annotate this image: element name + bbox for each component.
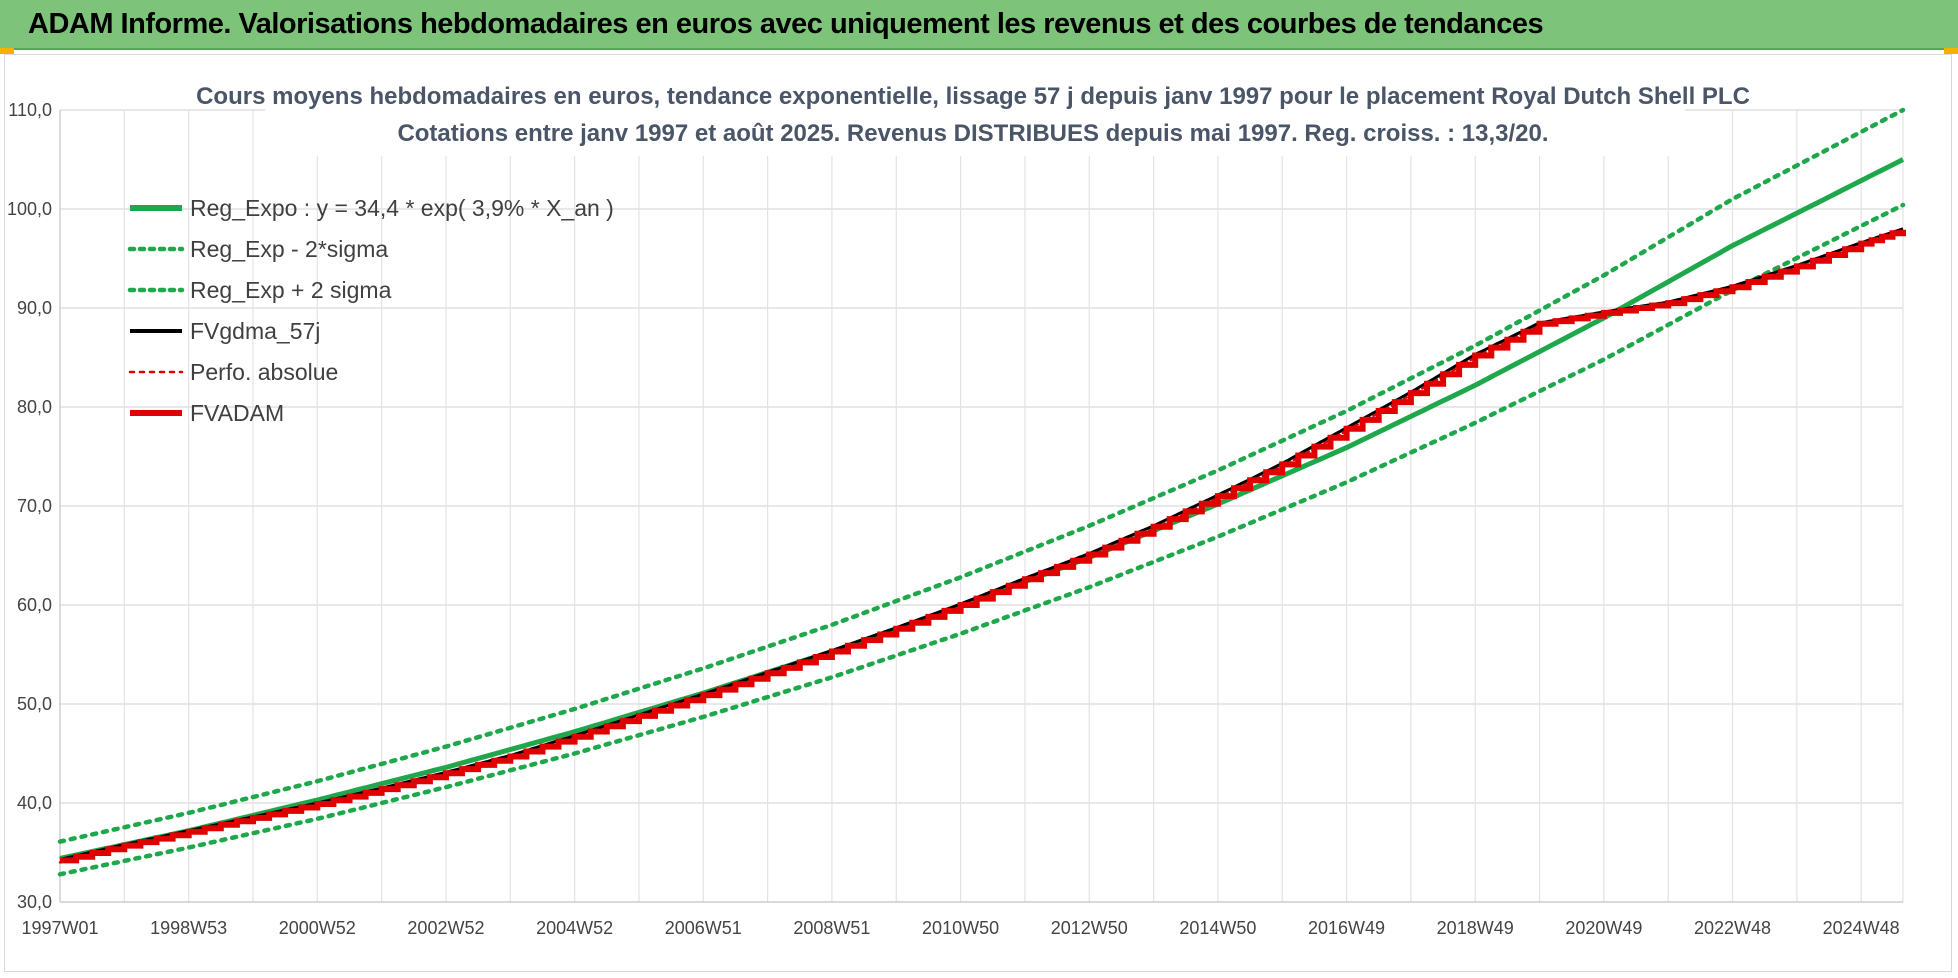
report-banner: ADAM Informe. Valorisations hebdomadaire…: [0, 0, 1958, 50]
legend-label: Reg_Exp + 2 sigma: [190, 277, 392, 303]
chart-title: Cours moyens hebdomadaires en euros, ten…: [196, 83, 1750, 110]
x-tick-label: 2022W48: [1694, 918, 1771, 938]
x-tick-label: 2010W50: [922, 918, 999, 938]
series-line-5: [60, 229, 1906, 864]
x-tick-label: 2014W50: [1179, 918, 1256, 938]
x-tick-label: 1998W53: [150, 918, 227, 938]
x-tick-label: 2006W51: [665, 918, 742, 938]
gridlines: [59, 109, 1904, 903]
x-tick-label: 2016W49: [1308, 918, 1385, 938]
corner-marker-right: [1944, 48, 1958, 54]
x-tick-label: 2018W49: [1437, 918, 1514, 938]
y-tick-label: 70,0: [17, 496, 52, 516]
y-tick-label: 40,0: [17, 793, 52, 813]
series-line-2: [57, 107, 1906, 844]
series-line-4: [58, 230, 1905, 864]
x-tick-label: 2002W52: [407, 918, 484, 938]
y-tick-label: 30,0: [17, 892, 52, 912]
chart-frame: [4, 54, 1952, 972]
series-line-3: [59, 227, 1904, 861]
chart-subtitle: Cotations entre janv 1997 et août 2025. …: [397, 120, 1548, 147]
y-tick-label: 50,0: [17, 694, 52, 714]
banner-title: ADAM Informe. Valorisations hebdomadaire…: [28, 8, 1544, 40]
x-tick-label: 2000W52: [279, 918, 356, 938]
series-line-1: [57, 202, 1906, 877]
legend: Reg_Expo : y = 34,4 * exp( 3,9% * X_an )…: [127, 195, 614, 426]
x-tick-label: 2008W51: [793, 918, 870, 938]
x-axis-ticks: 1997W01 1998W53 2000W52 2002W52 2004W52 2006W…: [21, 918, 1899, 938]
x-tick-label: 2004W52: [536, 918, 613, 938]
x-tick-label: 1997W01: [21, 918, 98, 938]
x-tick-label: 2020W49: [1565, 918, 1642, 938]
legend-label: Perfo. absolue: [190, 359, 338, 385]
legend-label: Reg_Expo : y = 34,4 * exp( 3,9% * X_an ): [190, 195, 614, 221]
legend-label: FVgdma_57j: [190, 318, 320, 344]
y-tick-label: 90,0: [17, 298, 52, 318]
x-tick-label: 2024W48: [1823, 918, 1900, 938]
title-backdrop: [265, 74, 1685, 156]
y-tick-label: 100,0: [7, 199, 52, 219]
y-axis-ticks: 30,0 40,0 50,0 60,0 70,0 80,0 90,0 100,0 110,0: [7, 100, 52, 912]
corner-marker-left: [0, 48, 14, 54]
y-tick-label: 110,0: [8, 100, 52, 120]
x-tick-label: 2012W50: [1051, 918, 1128, 938]
legend-label: Reg_Exp - 2*sigma: [190, 236, 388, 262]
series-lines: [57, 107, 1906, 877]
legend-label: FVADAM: [190, 400, 284, 426]
y-tick-label: 80,0: [17, 397, 52, 417]
y-tick-label: 60,0: [17, 595, 52, 615]
